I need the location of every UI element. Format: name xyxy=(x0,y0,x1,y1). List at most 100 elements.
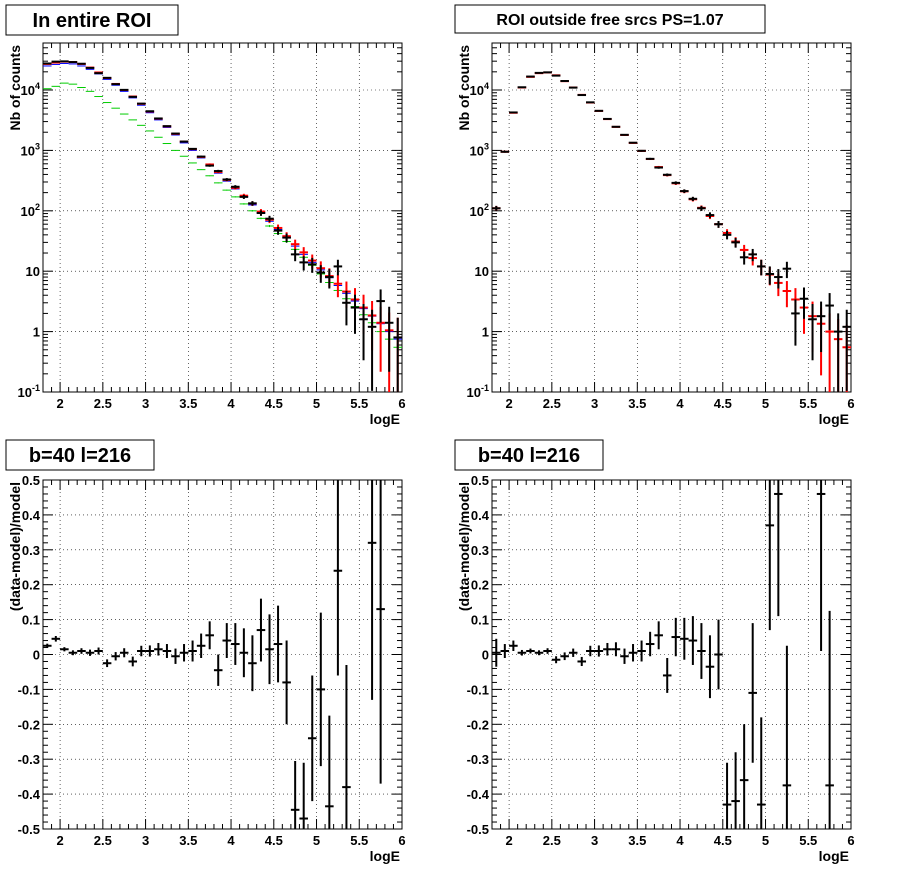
data-point xyxy=(765,480,775,631)
grid xyxy=(492,43,852,393)
x-tick-label: 2 xyxy=(56,396,63,411)
data-point xyxy=(611,642,621,657)
data-point xyxy=(586,645,595,657)
x-axis-label: logE xyxy=(819,411,849,427)
data-point xyxy=(256,210,266,216)
data-point xyxy=(543,648,552,654)
data-point xyxy=(774,480,783,617)
data-point xyxy=(325,269,334,289)
data-point xyxy=(526,648,535,654)
title-box xyxy=(454,4,766,34)
y-tick-label: 0.2 xyxy=(22,578,40,593)
plot-frame xyxy=(491,479,852,830)
data-point xyxy=(119,88,129,91)
y-tick-label: -0.5 xyxy=(18,822,40,837)
x-tick-label: 2 xyxy=(56,833,63,848)
data-point xyxy=(568,86,578,89)
chart-title: ROI outside free srcs PS=1.07 xyxy=(496,12,723,29)
data-point xyxy=(350,294,360,334)
data-point xyxy=(500,150,510,153)
y-tick-label: 0.5 xyxy=(22,473,40,488)
x-tick-label: 5 xyxy=(313,833,320,848)
x-tick-label: 3.5 xyxy=(628,833,646,848)
x-tick-label: 3.5 xyxy=(628,396,646,411)
y-axis-label: Nb of counts xyxy=(7,45,23,131)
data-point xyxy=(196,633,206,658)
data-point xyxy=(628,141,638,144)
data-point xyxy=(680,189,689,193)
chart-panel-1: 2 2.5 3 3.5 4 4.5 5 5.5 6 10-1 1 10 102 103 104 logE Nb … xyxy=(5,4,406,427)
axis-ticks xyxy=(42,42,403,393)
data-point xyxy=(376,289,385,323)
x-tick-label: 5.5 xyxy=(799,833,817,848)
plot-frame xyxy=(491,42,852,393)
data-point xyxy=(239,194,249,199)
series-3 xyxy=(43,60,402,392)
y-tick-label: 10-1 xyxy=(467,383,489,400)
data-point xyxy=(688,616,698,665)
x-tick-label: 2.5 xyxy=(94,833,112,848)
series-1 xyxy=(43,480,385,829)
grid xyxy=(492,479,852,830)
data-point xyxy=(782,645,792,829)
y-tick-label: 0.3 xyxy=(471,543,489,558)
data-point xyxy=(825,610,834,829)
x-tick-label: 2 xyxy=(505,396,512,411)
x-tick-label: 2 xyxy=(505,833,512,848)
data-point xyxy=(137,645,146,657)
y-tick-label: -0.4 xyxy=(467,787,490,802)
data-point xyxy=(722,762,732,829)
data-point xyxy=(782,281,792,308)
series-2 xyxy=(43,62,402,351)
x-tick-label: 6 xyxy=(847,396,854,411)
data-point xyxy=(299,256,308,271)
series-1 xyxy=(43,82,402,361)
data-point xyxy=(85,649,95,656)
data-point xyxy=(645,631,655,657)
data-point xyxy=(611,125,621,128)
data-point xyxy=(688,196,698,201)
data-point xyxy=(731,752,740,829)
x-axis-label: logE xyxy=(370,411,400,427)
data-point xyxy=(248,210,257,212)
y-tick-label: 0.4 xyxy=(22,508,41,523)
data-point xyxy=(697,205,706,211)
data-point xyxy=(51,636,61,642)
data-point xyxy=(517,649,527,656)
data-point xyxy=(333,259,343,276)
plot-frame xyxy=(42,42,403,393)
x-tick-label: 3.5 xyxy=(179,396,197,411)
data-point xyxy=(290,760,300,829)
data-point xyxy=(171,648,180,664)
chart-panel-4: 2 2.5 3 3.5 4 4.5 5 5.5 6 -0.5 -0.4 -0.3 -0.2 -0.1 0 0.… xyxy=(454,439,855,864)
data-point xyxy=(603,642,612,656)
data-point xyxy=(137,102,146,105)
data-point xyxy=(222,623,232,658)
data-point xyxy=(492,638,501,667)
data-point xyxy=(662,657,672,693)
data-point xyxy=(568,648,578,657)
data-point xyxy=(671,181,681,185)
data-point xyxy=(333,274,343,298)
y-axis-label: (data-model)/model xyxy=(7,482,23,611)
data-point xyxy=(333,480,343,676)
y-tick-label: 0.5 xyxy=(471,473,489,488)
data-point xyxy=(620,133,629,136)
y-axis-label: (data-model)/model xyxy=(456,482,472,611)
x-tick-label: 5 xyxy=(762,833,769,848)
data-point xyxy=(637,640,646,662)
data-point xyxy=(748,248,757,262)
y-tick-label: 0 xyxy=(482,648,489,663)
x-tick-label: 2.5 xyxy=(94,396,112,411)
title-box xyxy=(5,439,155,471)
data-point xyxy=(756,717,766,829)
title-box xyxy=(454,439,604,471)
x-tick-label: 6 xyxy=(398,396,405,411)
data-point xyxy=(77,648,86,654)
data-point xyxy=(222,189,232,191)
data-point xyxy=(551,656,561,664)
data-point xyxy=(179,644,189,662)
data-point xyxy=(791,299,800,346)
data-point xyxy=(239,203,249,205)
y-tick-label: -0.3 xyxy=(467,752,489,767)
